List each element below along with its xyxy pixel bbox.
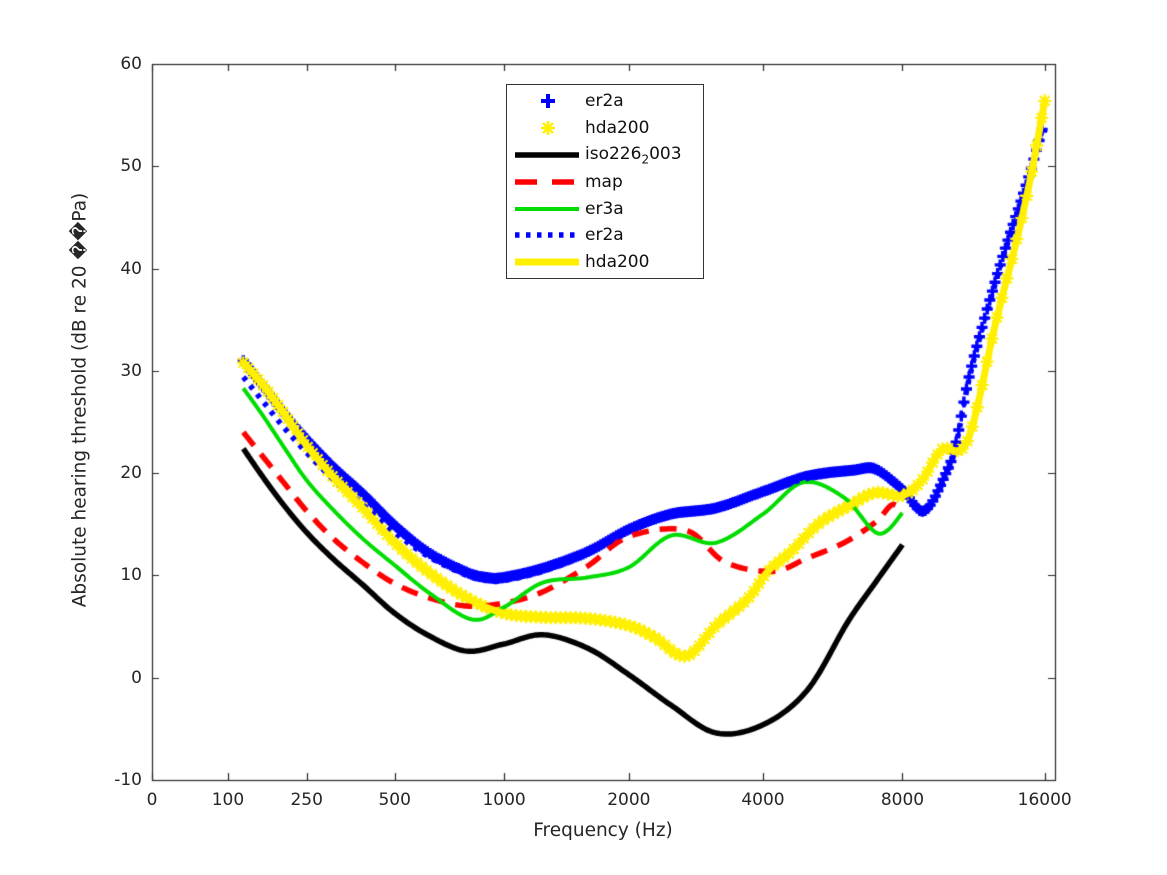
x-tick-label: 1000 <box>482 790 526 810</box>
x-tick-label: 16000 <box>1017 790 1072 810</box>
y-tick-label: -10 <box>114 770 142 790</box>
asterisk-marker-icon <box>507 117 585 139</box>
legend-row-hda200-marker: hda200 <box>507 115 703 142</box>
legend-label: iso2262003 <box>585 143 682 167</box>
dashed-line-sample <box>507 171 585 193</box>
y-axis-label: Absolute hearing threshold (dB re 20 ��P… <box>69 192 91 608</box>
y-tick-label: 30 <box>120 360 142 381</box>
legend-label: hda200 <box>585 118 650 139</box>
solid-line-sample <box>507 198 585 220</box>
legend-row-hda200-line: hda200 <box>507 249 703 276</box>
x-tick-label: 2000 <box>607 790 651 810</box>
legend-row-map: map <box>507 168 703 195</box>
y-tick-label: 50 <box>120 156 142 177</box>
x-tick-label: 8000 <box>880 790 925 810</box>
x-tick-label: 500 <box>378 790 411 810</box>
legend-label: er2a <box>585 225 624 246</box>
legend-row-iso226: iso2262003 <box>507 142 703 169</box>
legend-label: hda200 <box>585 252 650 273</box>
legend-label: er2a <box>585 91 624 112</box>
x-axis-label: Frequency (Hz) <box>533 820 673 841</box>
solid-line-sample <box>507 144 585 166</box>
y-tick-label: 40 <box>120 258 142 279</box>
legend-label: map <box>585 171 623 192</box>
x-tick-label: 0 <box>146 790 158 810</box>
y-tick-label: 0 <box>131 667 142 688</box>
y-tick-label: 10 <box>120 565 142 586</box>
y-tick-label: 60 <box>120 54 142 74</box>
solid-line-sample <box>507 251 585 273</box>
x-tick-label: 4000 <box>741 790 785 810</box>
y-tick-label: 20 <box>120 463 142 484</box>
legend-row-er2a-line: er2a <box>507 222 703 249</box>
x-tick-label: 100 <box>211 790 245 810</box>
legend-row-er3a: er3a <box>507 195 703 222</box>
legend-row-er2a-marker: er2a <box>507 88 703 115</box>
legend: er2a hda200 iso2262003 map er3a <box>506 84 704 279</box>
plus-marker-icon <box>507 90 585 112</box>
legend-label: er3a <box>585 198 624 219</box>
x-tick-label: 250 <box>290 790 323 810</box>
dotted-line-sample <box>507 224 585 246</box>
